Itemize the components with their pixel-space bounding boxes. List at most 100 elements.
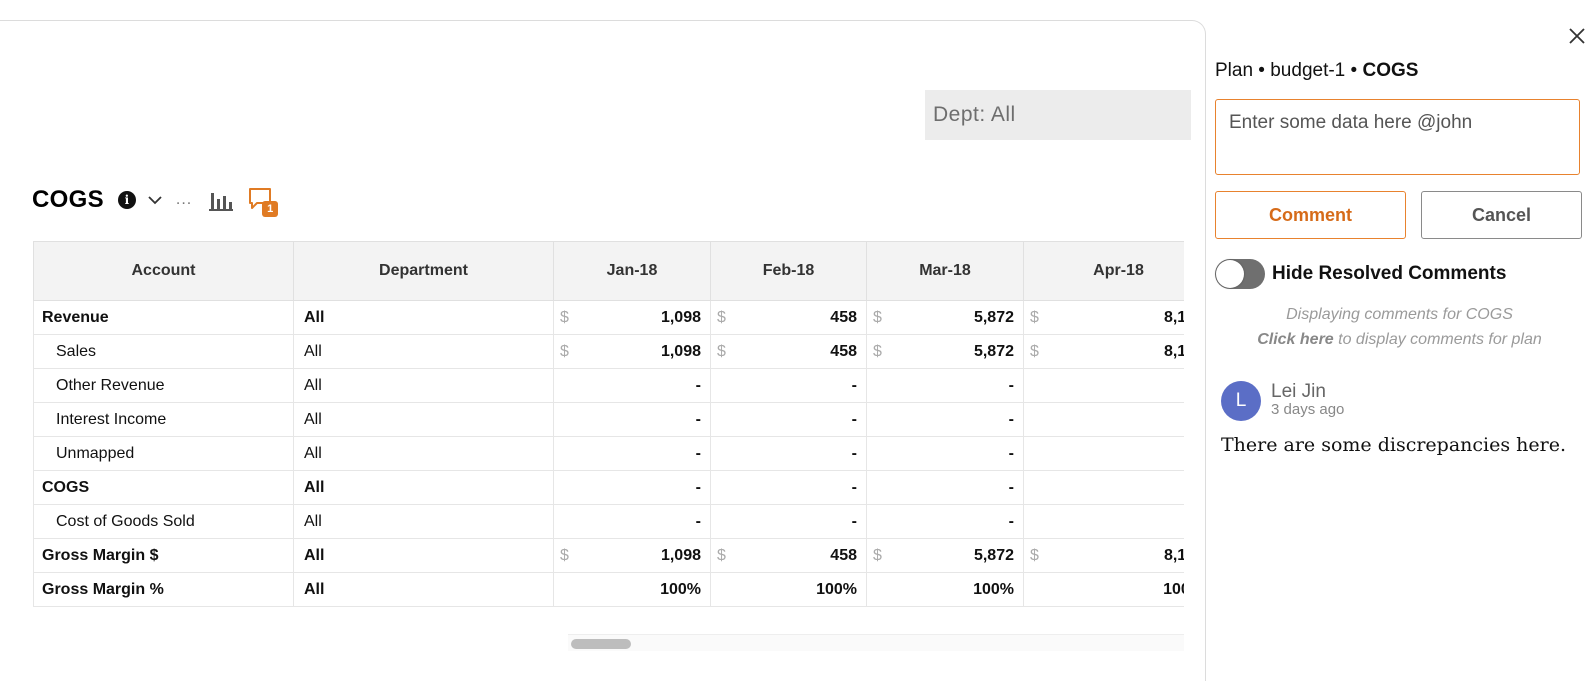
value-cell[interactable]: - <box>1023 436 1184 471</box>
value-text: - <box>695 478 701 496</box>
value-cell[interactable]: - <box>866 470 1024 505</box>
value-cell[interactable]: - <box>1023 402 1184 437</box>
chevron-down-icon[interactable] <box>148 193 162 207</box>
value-cell[interactable]: $458 <box>710 334 867 369</box>
value-cell[interactable]: - <box>553 402 711 437</box>
value-text: - <box>695 376 701 394</box>
value-cell[interactable]: - <box>553 504 711 539</box>
bar-chart-icon[interactable] <box>208 189 234 211</box>
comment-author: Lei Jin <box>1271 381 1326 402</box>
value-cell[interactable]: $1,098 <box>553 538 711 573</box>
department-cell[interactable]: All <box>293 470 554 505</box>
account-cell[interactable]: Other Revenue <box>33 368 294 403</box>
column-header[interactable]: Jan-18 <box>553 241 711 301</box>
department-cell[interactable]: All <box>293 436 554 471</box>
value-cell[interactable]: $5,872 <box>866 300 1024 335</box>
value-cell[interactable]: 100% <box>553 572 711 607</box>
info-icon[interactable]: i <box>117 191 136 209</box>
value-cell[interactable]: - <box>710 436 867 471</box>
department-cell[interactable]: All <box>293 572 554 607</box>
value-text: 1,098 <box>660 342 701 360</box>
currency-symbol: $ <box>873 546 882 564</box>
close-icon[interactable] <box>1568 27 1586 45</box>
value-cell[interactable]: $5,872 <box>866 538 1024 573</box>
value-text: 8,176 <box>1163 546 1184 564</box>
account-cell[interactable]: Sales <box>33 334 294 369</box>
value-cell[interactable]: $1,098 <box>553 300 711 335</box>
value-text: 100% <box>1163 580 1184 598</box>
value-cell[interactable]: 100% <box>866 572 1024 607</box>
plan-comments-line: Click here to display comments for plan <box>1206 331 1593 349</box>
value-cell[interactable]: - <box>866 504 1024 539</box>
value-cell[interactable]: $458 <box>710 538 867 573</box>
value-text: - <box>1008 444 1014 462</box>
currency-symbol: $ <box>717 546 726 564</box>
department-cell[interactable]: All <box>293 368 554 403</box>
value-cell[interactable]: - <box>1023 470 1184 505</box>
column-header[interactable]: Apr-18 <box>1023 241 1184 301</box>
column-header[interactable]: Feb-18 <box>710 241 867 301</box>
value-cell[interactable]: - <box>710 402 867 437</box>
department-cell[interactable]: All <box>293 538 554 573</box>
comment-input[interactable] <box>1215 99 1580 175</box>
column-header[interactable]: Department <box>293 241 554 301</box>
value-cell[interactable]: - <box>710 470 867 505</box>
value-text: 1,098 <box>660 308 701 326</box>
comment-icon[interactable]: 1 <box>248 185 279 217</box>
account-cell[interactable]: Gross Margin % <box>33 572 294 607</box>
more-icon[interactable]: ... <box>175 191 193 208</box>
account-cell[interactable]: Cost of Goods Sold <box>33 504 294 539</box>
account-cell[interactable]: Unmapped <box>33 436 294 471</box>
account-cell[interactable]: Interest Income <box>33 402 294 437</box>
toggle-knob <box>1216 260 1244 288</box>
department-cell[interactable]: All <box>293 300 554 335</box>
value-cell[interactable]: $8,176 <box>1023 300 1184 335</box>
value-cell[interactable]: - <box>866 368 1024 403</box>
value-cell[interactable]: - <box>710 368 867 403</box>
account-cell[interactable]: Gross Margin $ <box>33 538 294 573</box>
value-cell[interactable]: - <box>553 368 711 403</box>
avatar[interactable]: L <box>1221 381 1261 421</box>
value-cell[interactable]: 100% <box>710 572 867 607</box>
hide-resolved-toggle[interactable] <box>1215 259 1265 289</box>
cancel-button[interactable]: Cancel <box>1421 191 1582 239</box>
sheet-toolbar: COGS i ... 1 <box>32 182 279 218</box>
click-here-link[interactable]: Click here <box>1257 331 1334 348</box>
breadcrumb-path: Plan • budget-1 • <box>1215 60 1363 81</box>
department-cell[interactable]: All <box>293 402 554 437</box>
horizontal-scrollbar[interactable] <box>568 634 1184 651</box>
value-cell[interactable]: $8,176 <box>1023 538 1184 573</box>
comment-button[interactable]: Comment <box>1215 191 1406 239</box>
department-cell[interactable]: All <box>293 334 554 369</box>
department-cell[interactable]: All <box>293 504 554 539</box>
account-cell[interactable]: COGS <box>33 470 294 505</box>
value-cell[interactable]: - <box>866 402 1024 437</box>
column-header[interactable]: Account <box>33 241 294 301</box>
value-text: 1,098 <box>660 546 701 564</box>
value-cell[interactable]: - <box>1023 504 1184 539</box>
value-cell[interactable]: - <box>553 436 711 471</box>
scrollbar-thumb[interactable] <box>571 639 631 649</box>
breadcrumb: Plan • budget-1 • COGS <box>1215 60 1418 82</box>
value-cell[interactable]: - <box>553 470 711 505</box>
value-text: - <box>1008 512 1014 530</box>
value-cell[interactable]: $8,176 <box>1023 334 1184 369</box>
value-text: 5,872 <box>973 546 1014 564</box>
value-cell[interactable]: $458 <box>710 300 867 335</box>
value-text: - <box>695 512 701 530</box>
value-cell[interactable]: - <box>1023 368 1184 403</box>
value-text: - <box>851 444 857 462</box>
dept-filter[interactable]: Dept: All <box>925 90 1191 140</box>
account-cell[interactable]: Revenue <box>33 300 294 335</box>
value-cell[interactable]: $5,872 <box>866 334 1024 369</box>
value-text: 100% <box>660 580 701 598</box>
value-cell[interactable]: - <box>866 436 1024 471</box>
value-cell[interactable]: 100% <box>1023 572 1184 607</box>
column-header[interactable]: Mar-18 <box>866 241 1024 301</box>
value-cell[interactable]: $1,098 <box>553 334 711 369</box>
value-cell[interactable]: - <box>710 504 867 539</box>
